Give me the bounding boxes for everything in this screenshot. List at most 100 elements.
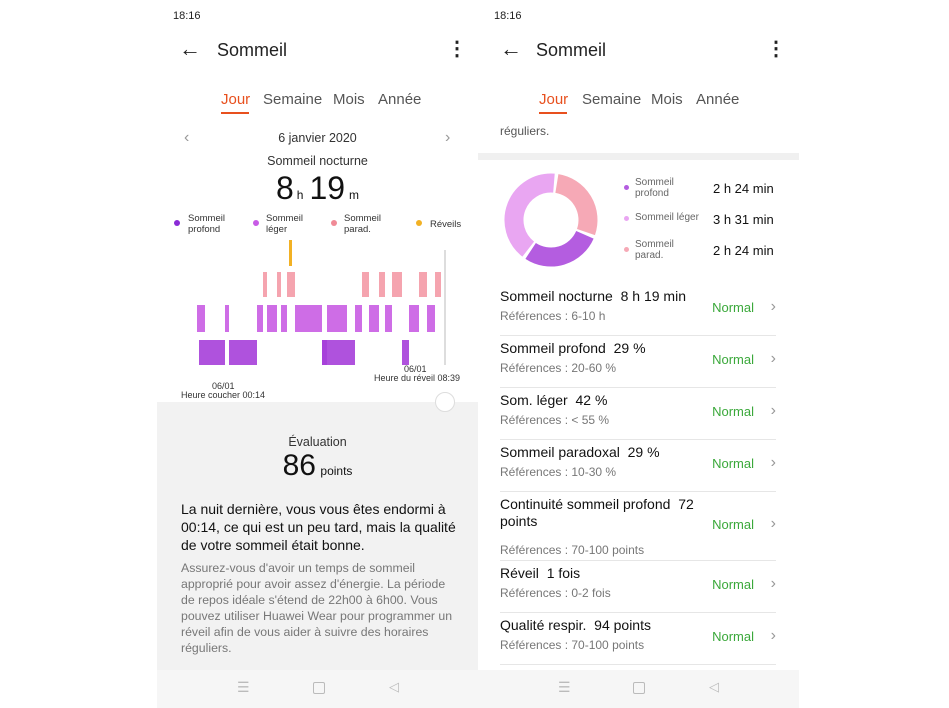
menu-button[interactable]: ⋮ [766, 38, 786, 60]
metric-name: Continuité sommeil profond [500, 496, 671, 512]
metric-status: Normal [712, 577, 754, 592]
legend-dot [416, 220, 422, 226]
tab[interactable]: Semaine [582, 91, 642, 108]
chevron: › [770, 350, 776, 367]
score: 86 [282, 449, 316, 482]
metric-value: 29 [627, 444, 644, 460]
metric-status: Normal [712, 456, 754, 471]
tab[interactable]: Semaine [263, 91, 323, 108]
handle [435, 392, 455, 412]
back-button[interactable]: ← [500, 36, 522, 61]
metric-name: Qualité respir. [500, 617, 587, 633]
score-line: 86 points [157, 449, 478, 483]
metric-title: Qualité respir. 94 points [500, 617, 705, 634]
metric-row[interactable]: Qualité respir. 94 points Références : 70… [500, 612, 776, 665]
metric-value: 42 [575, 392, 592, 408]
metric-row[interactable]: Sommeil profond 29 % Références : 20-60 %… [500, 335, 776, 388]
screen: 18:16 ← Sommeil ⋮ Jour Semaine Mois Anné… [478, 0, 799, 708]
metric-name: Sommeil nocturne [500, 288, 613, 304]
sleep-block [299, 305, 322, 332]
legend-label: Sommeil parad. [635, 239, 674, 261]
metric-row[interactable]: Sommeil paradoxal 29 % Références : 10-30… [500, 439, 776, 492]
legend-value: 2 h 24 min [713, 243, 774, 258]
status-time: 18:16 [494, 10, 522, 22]
nav-back[interactable]: ◁ [389, 679, 399, 694]
metric-title: Sommeil profond 29 % [500, 340, 705, 357]
chevron: › [770, 454, 776, 471]
date: 6 janvier 2020 [278, 131, 357, 145]
donut-segment [504, 173, 555, 257]
legend-label: Sommeil parad. [344, 213, 381, 235]
start-label: Heure coucher 00:14 [181, 390, 266, 400]
sleep-block [199, 340, 225, 365]
next-button[interactable]: › [445, 129, 451, 146]
end-label: Heure du réveil 08:39 [374, 373, 461, 383]
back-button[interactable]: ← [179, 36, 201, 61]
summary: La nuit dernière, vous vous êtes endormi… [181, 501, 456, 553]
donut-segment [525, 230, 594, 267]
status-time: 18:16 [173, 10, 201, 22]
nav-menu[interactable]: ☰ [558, 679, 571, 695]
tab[interactable]: Jour [539, 91, 569, 108]
metric-reference: Références : 20-60 % [500, 361, 617, 375]
nav-menu[interactable]: ☰ [237, 679, 250, 695]
legend-dot [624, 185, 629, 190]
screen: 18:16 ← Sommeil ⋮ Jour Semaine Mois Anné… [157, 0, 478, 708]
metric-row[interactable]: Réveil 1 fois Références : 0-2 fois Normal… [500, 560, 776, 613]
sleep-block [369, 305, 379, 332]
nav-back[interactable]: ◁ [709, 679, 719, 694]
legend-dot [253, 220, 259, 226]
hours: 8 [275, 170, 294, 206]
sleep-block [267, 305, 277, 332]
metric-unit: % [594, 392, 608, 408]
sleep-block [277, 272, 281, 297]
sleep-block [197, 305, 205, 332]
legend-dot [331, 220, 337, 226]
sleep-block [295, 305, 299, 332]
metric-title: Réveil 1 fois [500, 565, 705, 582]
menu-button[interactable]: ⋮ [447, 38, 467, 60]
donut-segment [554, 174, 598, 236]
chevron: › [770, 514, 776, 532]
separator [478, 153, 799, 160]
tab[interactable]: Année [696, 91, 740, 108]
hypnogram [197, 240, 446, 365]
legend-dot [624, 247, 629, 252]
metric-status: Normal [712, 404, 754, 419]
tab[interactable]: Mois [333, 91, 365, 108]
sleep-block [362, 272, 369, 297]
metric-row[interactable]: Som. léger 42 % Références : < 55 % Normal… [500, 387, 776, 440]
sleep-block [402, 340, 409, 365]
sleep-block [287, 272, 295, 297]
chevron: › [770, 298, 776, 315]
sleep-block [322, 340, 347, 365]
metric-title: Sommeil paradoxal 29 % [500, 444, 705, 461]
sleep-block [392, 272, 402, 297]
nav-home[interactable] [313, 682, 325, 694]
metric-reference: Références : 0-2 fois [500, 586, 611, 600]
legend-label: Sommeil léger [266, 213, 303, 235]
nav-home[interactable] [633, 682, 645, 694]
sleep-block [257, 305, 263, 332]
sleep-block [327, 305, 347, 332]
duration: 8 h 19 m [157, 170, 478, 207]
legend-dot [174, 220, 180, 226]
sleep-block [379, 272, 385, 297]
sleep-block [385, 305, 392, 332]
metric-row[interactable]: Continuité sommeil profond 72 points Réfé… [500, 491, 776, 561]
metric-unit: % [633, 340, 646, 356]
sleep-block [427, 305, 435, 332]
metric-value: 1 fois [546, 565, 581, 581]
tab[interactable]: Jour [221, 91, 251, 108]
score-unit: points [320, 464, 353, 478]
tab[interactable]: Année [378, 91, 422, 108]
metric-status: Normal [712, 516, 754, 532]
metric-name: Sommeil profond [500, 340, 606, 356]
wake-mark [289, 240, 292, 266]
prev-button[interactable]: ‹ [184, 129, 190, 146]
sleep-block [229, 340, 257, 365]
tab[interactable]: Mois [651, 91, 683, 108]
sleep-block [409, 305, 419, 332]
metric-row[interactable]: Sommeil nocturne 8 h 19 min Références : … [500, 283, 776, 336]
